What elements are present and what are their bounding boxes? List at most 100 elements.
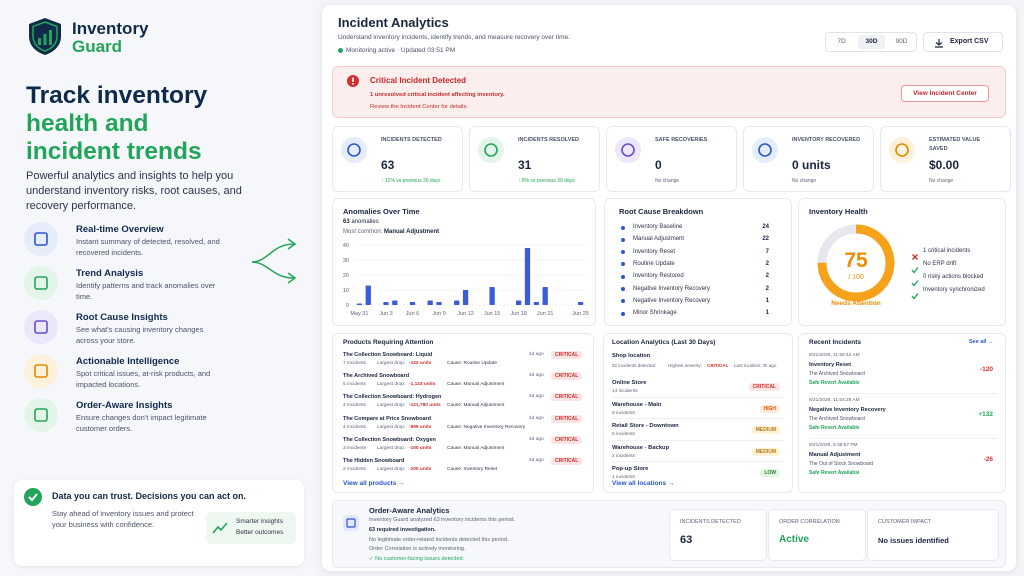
view-all-link[interactable]: View all locations → [612,480,675,487]
check-icon [24,488,42,506]
severity-badge: CRITICAL [551,457,583,465]
recent-card: Recent Incidents See all → 6/21/2026, 11… [798,333,1006,493]
feature-title: Trend Analysis [76,268,144,279]
incident-delta: +132 [978,411,993,418]
bar [489,287,495,305]
card-title: Root Cause Breakdown [619,207,704,216]
feature-title: Actionable Intelligence [76,356,180,367]
bar [383,302,389,305]
incident-date: 6/21/2026, 5:38:57 PM [809,443,858,448]
feature-desc: Instant summary of detected, resolved, a… [76,237,220,257]
x-tick-label: May 31 [350,311,368,317]
feature-desc: Ensure changes don't impact legitimate c… [76,413,207,433]
bar [356,303,363,305]
check-icon [911,287,919,300]
kpi-value: 31 [518,158,532,172]
kpi-icon [752,137,778,163]
cause-count: 7 [765,248,769,255]
incident-type: Manual Adjustment [809,452,861,458]
kpi-card: ESTIMATED VALUE SAVED $0.00 No change [880,126,1011,192]
order-icon [343,515,359,531]
product-name: The Collection Snowboard: Hydrogen [343,394,442,401]
hero-title: health and [26,110,149,137]
check-glyph [911,293,919,300]
cause-count: 22 [762,236,769,243]
incident-status: Safe Revert Available [809,470,860,476]
badge-icon [212,522,228,534]
range-option[interactable]: 90D [895,38,908,45]
stat-label: INCIDENTS DETECTED [680,519,741,525]
drop-label: Largest drop: [377,467,406,472]
kpi-card: INCIDENTS RESOLVED 31 ↑ 8% vs previous 30 … [469,126,600,192]
kpi-icon [478,137,504,163]
legend-dot [621,299,625,304]
bar [454,300,460,305]
drop-value: -100 units [409,445,432,451]
cause-name: Minor Shrinkage [633,310,677,317]
status-text: Monitoring active · Updated 03:51 PM [346,47,456,54]
gauge-max: / 100 [848,274,864,281]
hero-title: Track inventory [26,82,208,109]
kpi-note: No change [792,178,817,184]
alert-button[interactable]: View Incident Center [901,85,989,102]
cause-count: 1 [765,297,769,304]
chart-title: Anomalies Over Time [343,207,420,216]
cause-count: 2 [765,260,769,267]
range-option[interactable]: 30D [858,35,885,49]
view-all-link[interactable]: View all products → [343,480,405,487]
kpi-value: 63 [381,158,395,172]
order-text: Inventory Guard analyzed 63 inventory in… [369,517,516,523]
health-check: 0 risky actions blocked [923,274,984,280]
location-incidents: 32 incidents detected [612,363,656,368]
legend-dot [621,287,625,291]
location-name: Retail Store - Downtown [612,423,679,429]
drop-label: Largest drop: [377,424,406,430]
severity-badge: MEDIUM [751,447,780,456]
product-cause: Cause: Manual Adjustment [447,445,505,451]
last-incident: Last incident: 3h ago [734,363,777,368]
product-age: 4d ago [529,373,544,379]
cause-name: Inventory Baseline [633,224,683,230]
see-all-link[interactable]: See all → [969,339,994,345]
cause-count: 2 [765,273,769,280]
gauge-status: Needs Attention [831,300,881,307]
bar [524,248,531,305]
product-age: 4d ago [529,415,544,421]
bar [533,302,539,305]
incident-type: Inventory Reset [809,362,851,368]
product-name: The Collection Snowboard: Oxygen [343,436,436,443]
row-divider [809,438,997,439]
stat-value: No issues identified [878,536,949,545]
order-text: No legitimate order-related incidents de… [369,537,509,543]
kpi-glyph [621,143,635,157]
cause-name: Negative Inventory Recovery [633,297,711,304]
severity-badge: CRITICAL [551,372,583,381]
drop-label: Largest drop: [377,361,406,366]
range-option[interactable]: 7D [837,38,846,45]
location-name: Warehouse - Backup [612,444,670,451]
incident-product: The Archived Snowboard [809,416,865,422]
stat-label: ORDER CORRELATION [779,519,840,525]
cause-count: 2 [765,285,769,292]
kpi-card: INCIDENTS DETECTED 63 ↑ 12% vs previous 30… [332,126,463,192]
location-incidents: 14 incidents [612,389,638,394]
page-subtitle: Understand inventory incidents, identify… [338,34,570,41]
severity-badge: HIGH [759,404,780,413]
chart-total: 63 anomalies [343,219,379,225]
stat-box: INCIDENTS DETECTED 63 [669,509,767,561]
check-glyph [911,280,919,287]
product-name: The Archived Snowboard [343,373,410,380]
product-age: 4d ago [529,394,544,400]
health-gauge: 75 / 100 Needs Attention [817,224,895,307]
product-incidents: 7 incidents [343,361,366,366]
product-age: 4d ago [529,352,544,357]
row-divider [612,396,784,398]
y-tick-label: 0 [346,303,349,309]
order-text: 63 required investigation. [369,527,436,533]
legend-dot [621,250,625,255]
export-button[interactable]: Export CSV [923,32,1003,52]
range-toggle: 7D 30D 90D [825,32,917,52]
kpi-label: INCIDENTS RESOLVED [518,137,580,143]
card-title: Products Requiring Attention [343,339,434,346]
location-name: Pop-up Store [612,466,649,472]
